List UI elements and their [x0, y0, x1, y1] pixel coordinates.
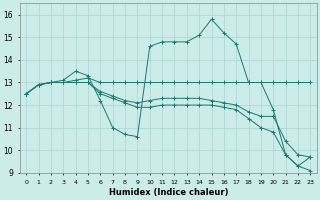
X-axis label: Humidex (Indice chaleur): Humidex (Indice chaleur) — [108, 188, 228, 197]
